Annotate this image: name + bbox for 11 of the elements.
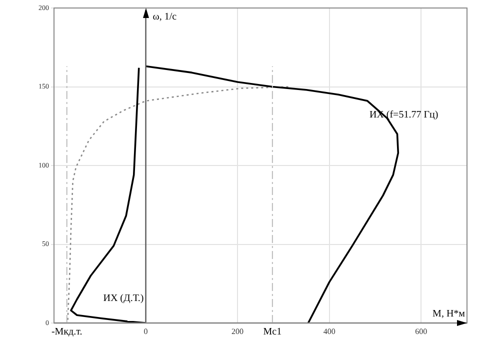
x-tick-label: 200 [232, 326, 244, 336]
x-axis-title: М, Н*м [432, 308, 466, 320]
x-tick-label: 600 [415, 326, 428, 336]
x-tick-label: 0 [144, 326, 148, 336]
ref-line-label: -Мкд.т. [51, 326, 82, 338]
line-series [67, 86, 291, 320]
x-tick-label: 400 [323, 326, 336, 336]
series-label: ИХ (f=51.77 Гц) [369, 110, 438, 121]
y-axis-title: ω, 1/с [152, 12, 178, 23]
series-label: ИХ (Д.Т.) [103, 293, 144, 304]
ref-line-label: Мс1 [263, 326, 282, 338]
